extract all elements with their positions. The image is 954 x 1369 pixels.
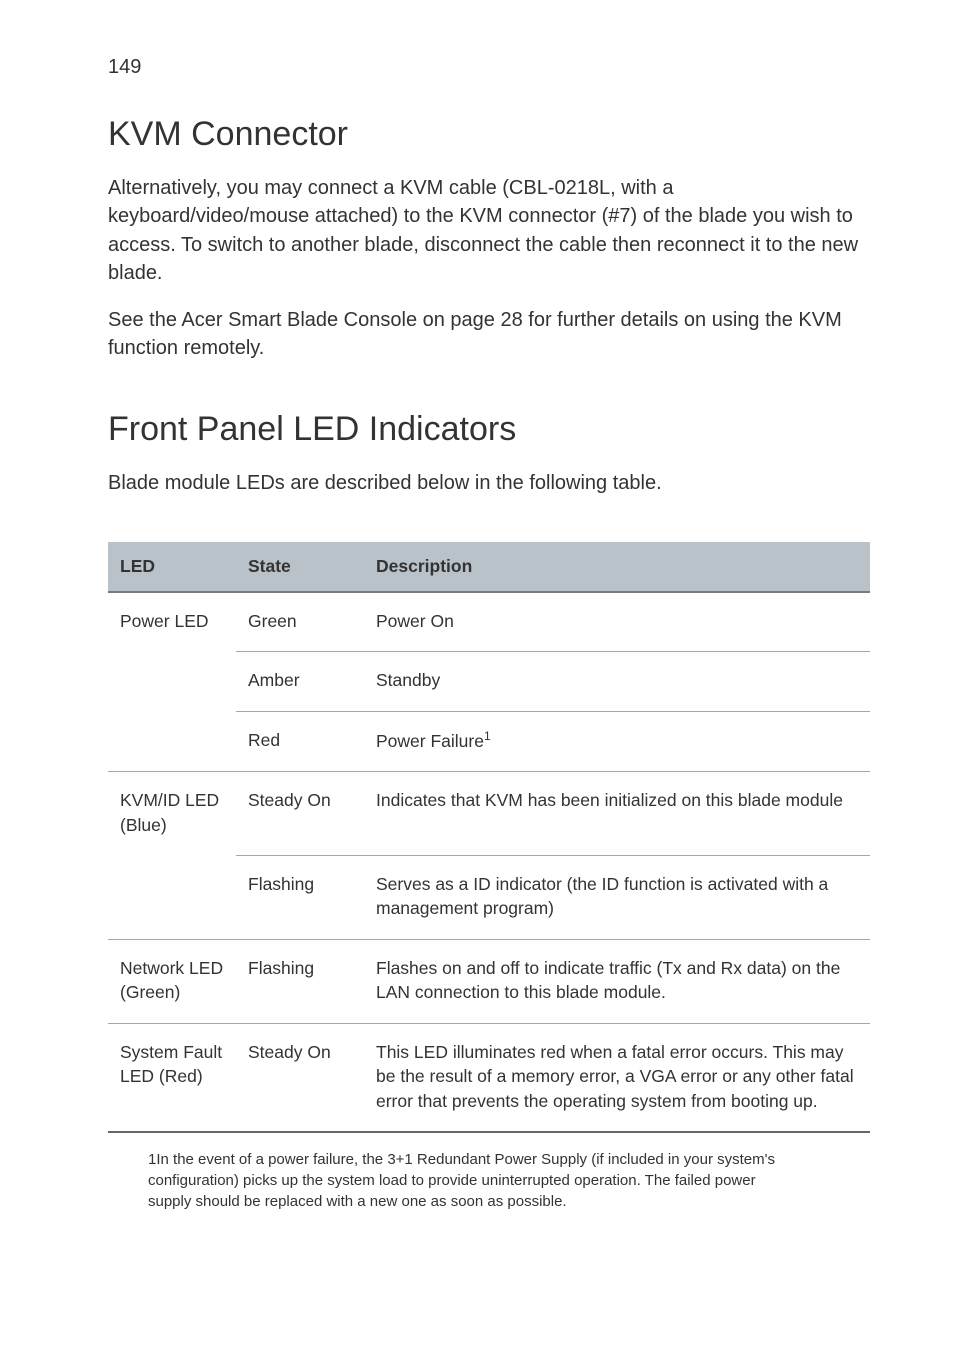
cell-state: Flashing [236, 939, 364, 1023]
footnote-marker-icon: 1 [484, 729, 491, 743]
cell-desc-text: Power Failure [376, 731, 484, 751]
table-row: Red Power Failure1 [108, 711, 870, 771]
paragraph-fpli-intro: Blade module LEDs are described below in… [108, 469, 870, 497]
footnote-text: In the event of a power failure, the 3+1… [148, 1151, 775, 1210]
table-header-state: State [236, 542, 364, 592]
cell-led: System Fault LED (Red) [108, 1023, 236, 1132]
cell-led [108, 855, 236, 939]
cell-desc: Standby [364, 652, 870, 712]
cell-state: Red [236, 711, 364, 771]
cell-desc: Serves as a ID indicator (the ID functio… [364, 855, 870, 939]
page: 149 KVM Connector Alternatively, you may… [0, 0, 954, 1260]
cell-desc: Power On [364, 592, 870, 652]
cell-desc: Flashes on and off to indicate traffic (… [364, 939, 870, 1023]
table-row: Network LED (Green) Flashing Flashes on … [108, 939, 870, 1023]
cell-state: Steady On [236, 1023, 364, 1132]
cell-state: Flashing [236, 855, 364, 939]
cell-desc: Power Failure1 [364, 711, 870, 771]
table-row: KVM/ID LED (Blue) Steady On Indicates th… [108, 772, 870, 856]
paragraph-kvm-2: See the Acer Smart Blade Console on page… [108, 306, 870, 363]
cell-led [108, 652, 236, 712]
cell-desc: Indicates that KVM has been initialized … [364, 772, 870, 856]
led-table: LED State Description Power LED Green Po… [108, 542, 870, 1133]
table-header-description: Description [364, 542, 870, 592]
cell-desc: This LED illuminates red when a fatal er… [364, 1023, 870, 1132]
cell-state: Amber [236, 652, 364, 712]
cell-led: Power LED [108, 592, 236, 652]
heading-front-panel-led: Front Panel LED Indicators [108, 410, 870, 449]
table-row: Power LED Green Power On [108, 592, 870, 652]
table-header-led: LED [108, 542, 236, 592]
paragraph-kvm-1: Alternatively, you may connect a KVM cab… [108, 174, 870, 288]
table-header-row: LED State Description [108, 542, 870, 592]
table-row: System Fault LED (Red) Steady On This LE… [108, 1023, 870, 1132]
page-number: 149 [108, 56, 870, 79]
cell-state: Steady On [236, 772, 364, 856]
cell-led: Network LED (Green) [108, 939, 236, 1023]
table-row: Amber Standby [108, 652, 870, 712]
table-row: Flashing Serves as a ID indicator (the I… [108, 855, 870, 939]
heading-kvm-connector: KVM Connector [108, 115, 870, 154]
cell-led [108, 711, 236, 771]
cell-led: KVM/ID LED (Blue) [108, 772, 236, 856]
footnote: 1In the event of a power failure, the 3+… [148, 1149, 788, 1212]
cell-state: Green [236, 592, 364, 652]
